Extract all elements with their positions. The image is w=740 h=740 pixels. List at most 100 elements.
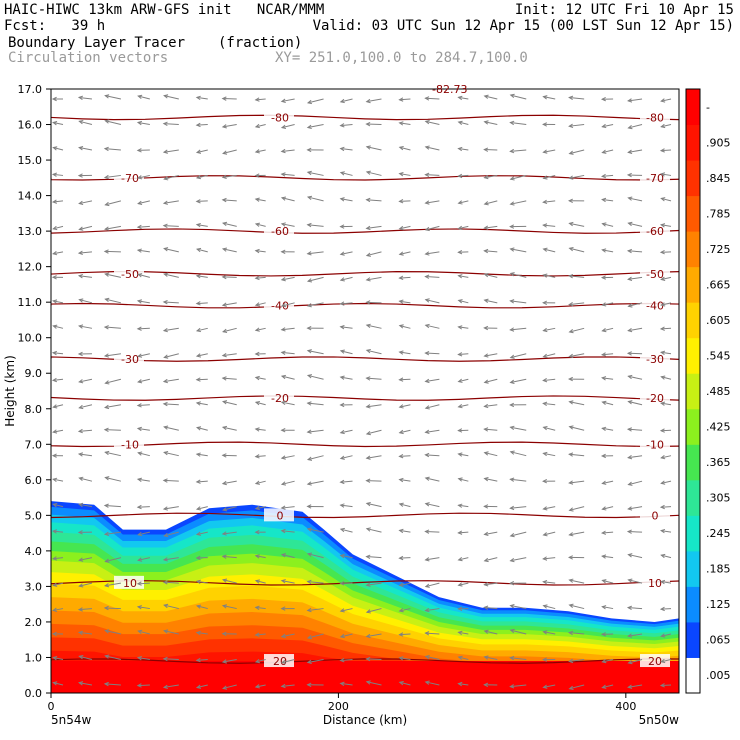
vector-shaft	[255, 580, 266, 584]
vector-shaft	[484, 606, 498, 610]
vector-shaft	[163, 506, 179, 510]
isotherm-label: -50	[646, 268, 664, 281]
vector-shaft	[425, 404, 440, 409]
vector-shaft	[661, 123, 672, 128]
vector-head	[601, 222, 607, 227]
vector-head	[601, 658, 607, 664]
vector-head	[339, 455, 345, 460]
vector-head	[424, 274, 430, 279]
vector-head	[483, 379, 489, 384]
vector-head	[280, 350, 286, 355]
vector-head	[424, 607, 430, 613]
vector-shaft	[281, 480, 295, 485]
vector-head	[457, 325, 463, 330]
vector-shaft	[602, 427, 614, 431]
vector-head	[509, 148, 515, 154]
vector-shaft	[281, 149, 295, 152]
vector-shaft	[366, 324, 382, 329]
vector-head	[52, 121, 58, 126]
vector-shaft	[366, 528, 382, 533]
vector-shaft	[196, 506, 208, 510]
vector-shaft	[307, 455, 324, 461]
vector-shaft	[196, 302, 208, 305]
vector-head	[365, 197, 371, 203]
colorbar: .005 .065 .125 .185 .245 .305 .365 .425 .485 .545…	[685, 88, 731, 694]
vector-head	[457, 299, 463, 304]
vector-shaft	[78, 608, 92, 611]
vector-shaft	[222, 353, 237, 357]
vector-head	[601, 248, 607, 253]
vector-shaft	[281, 659, 295, 664]
vector-shaft	[484, 531, 498, 535]
vector-shaft	[399, 681, 411, 686]
vector-shaft	[484, 428, 498, 431]
vector-head	[77, 351, 83, 357]
vector-head	[306, 552, 313, 557]
vector-head	[162, 557, 168, 562]
vector-shaft	[399, 529, 411, 533]
vector-head	[103, 146, 109, 152]
isotherm-label-bg	[264, 224, 294, 238]
vector-head	[424, 405, 430, 410]
vector-head	[136, 605, 142, 610]
vector-shaft	[340, 123, 353, 127]
vector-shaft	[79, 147, 93, 151]
vector-head	[365, 478, 371, 483]
vector-head	[339, 325, 345, 330]
vector-shaft	[569, 401, 585, 406]
vector-shaft	[366, 608, 382, 613]
isotherm-label-bg	[640, 391, 670, 405]
colorbar-swatch	[686, 621, 700, 658]
y-tick-label: 9.0	[25, 367, 43, 380]
vector-head	[483, 605, 489, 610]
vector-shaft	[307, 171, 324, 176]
isotherm-line	[51, 356, 679, 362]
vector-head	[52, 477, 58, 482]
vector-head	[51, 529, 57, 534]
vector-shaft	[660, 684, 672, 687]
vector-shaft	[137, 300, 150, 304]
vector-head	[254, 658, 260, 664]
vector-head	[136, 426, 142, 432]
vector-shaft	[569, 684, 585, 690]
vector-head	[221, 659, 227, 664]
vector-head	[221, 221, 228, 227]
vector-head	[365, 430, 371, 436]
vector-shaft	[53, 429, 64, 433]
vector-head	[339, 681, 345, 687]
vector-head	[77, 530, 83, 535]
vector-head	[52, 681, 58, 686]
vector-shaft	[307, 528, 324, 533]
vector-shaft	[569, 96, 585, 100]
vector-shaft	[366, 225, 382, 229]
vector-head	[136, 299, 143, 304]
vector-head	[365, 680, 371, 685]
vector-shaft	[366, 633, 382, 638]
vector-head	[52, 146, 58, 151]
vector-head	[162, 506, 168, 511]
colorbar-swatch	[686, 550, 700, 587]
vector-head	[103, 503, 109, 508]
vector-shaft	[255, 455, 266, 458]
vector-shaft	[628, 579, 643, 584]
vector-head	[424, 251, 430, 256]
vector-shaft	[458, 656, 469, 661]
y-axis-label: Height (km)	[3, 355, 17, 426]
vector-head	[398, 199, 404, 204]
vector-shaft	[307, 480, 324, 485]
vector-head	[306, 170, 312, 176]
vector-head	[280, 481, 287, 486]
vector-shaft	[105, 476, 122, 482]
x-right-endpoint: 5n50w	[639, 713, 680, 727]
vector-shaft	[53, 557, 64, 560]
vector-shaft	[307, 553, 324, 559]
vector-shaft	[163, 225, 179, 227]
vector-shaft	[399, 404, 411, 408]
vector-shaft	[543, 327, 556, 332]
vector-head	[568, 353, 574, 359]
vector-shaft	[223, 506, 237, 511]
vector-shaft	[399, 351, 411, 355]
vector-shaft	[340, 429, 353, 434]
vector-head	[398, 608, 404, 613]
